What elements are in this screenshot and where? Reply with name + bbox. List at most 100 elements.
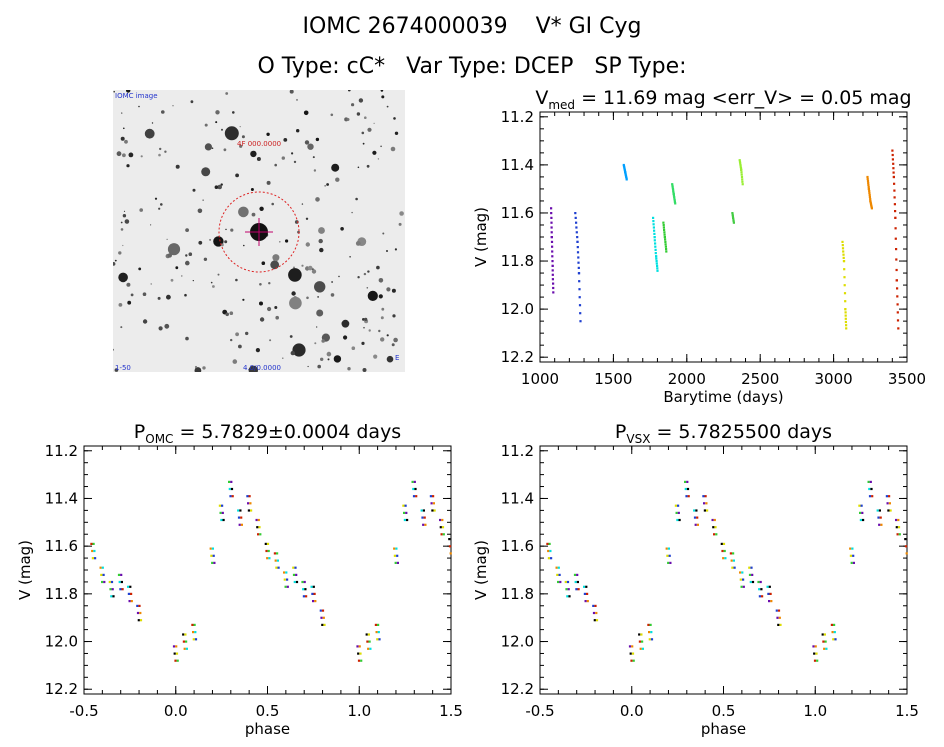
data-point (139, 619, 143, 622)
data-point (248, 495, 251, 498)
star (224, 240, 228, 244)
star (347, 367, 351, 371)
data-point (866, 177, 869, 181)
data-point (769, 592, 772, 595)
star (158, 207, 161, 210)
data-point (293, 580, 296, 584)
plot-phase_vsx: -0.5 0.0 0.5 1.0 1.5 11.2 11.4 11.6 11.8 12.0 12.2… (472, 421, 919, 738)
target-circle (218, 191, 300, 273)
data-point (577, 256, 580, 259)
data-point (631, 645, 634, 648)
star (259, 317, 265, 322)
star (381, 95, 385, 99)
data-point (551, 278, 554, 281)
star (122, 244, 124, 247)
x-tick-label: 0.0 (620, 702, 644, 720)
data-point (247, 502, 250, 505)
star (190, 100, 194, 104)
star (391, 288, 396, 293)
data-point (237, 516, 241, 519)
data-point (286, 578, 289, 581)
star (378, 294, 383, 299)
star (283, 138, 288, 142)
data-point (551, 250, 554, 253)
star (126, 282, 131, 287)
data-point (259, 533, 262, 536)
star (399, 211, 404, 216)
star (378, 329, 381, 333)
data-point (871, 495, 874, 498)
data-point (750, 566, 753, 569)
star (157, 296, 161, 300)
data-point (898, 533, 901, 536)
data-point (579, 320, 582, 323)
data-point (442, 533, 445, 536)
star (312, 156, 315, 159)
star (318, 227, 325, 234)
star (367, 290, 378, 301)
data-point (246, 495, 249, 498)
star (391, 343, 395, 347)
data-point (815, 652, 818, 655)
y-tick-label: 12.0 (45, 633, 78, 651)
data-point (577, 272, 581, 275)
data-point (905, 552, 908, 555)
data-point (321, 623, 324, 626)
data-point (218, 504, 221, 507)
star (118, 251, 122, 255)
data-point (549, 549, 552, 553)
data-point (686, 480, 689, 483)
data-point (684, 487, 687, 491)
data-point (741, 178, 744, 181)
star (367, 270, 370, 273)
star (261, 261, 266, 265)
data-point (647, 623, 650, 626)
data-point (892, 162, 895, 165)
data-point (285, 571, 288, 574)
data-point (566, 595, 569, 598)
star (367, 127, 372, 132)
plot-title: PVSX = 5.7825500 days (615, 421, 832, 446)
data-point (175, 652, 179, 655)
data-point (731, 215, 734, 218)
data-point (369, 647, 372, 650)
data-point (576, 246, 579, 249)
star (122, 153, 126, 158)
data-point (557, 580, 560, 584)
data-point (867, 181, 870, 185)
star (235, 173, 239, 178)
data-point (550, 231, 553, 234)
y-tick-label: 11.8 (45, 585, 78, 603)
star (291, 291, 296, 296)
star (150, 283, 152, 285)
data-point (896, 295, 899, 298)
data-point (221, 511, 224, 514)
data-point (305, 595, 308, 598)
data-point (376, 638, 379, 641)
data-point (867, 185, 870, 189)
data-point (832, 638, 835, 641)
star (259, 206, 264, 211)
star (271, 202, 274, 206)
data-point (111, 588, 114, 591)
star (306, 296, 309, 300)
data-point (896, 533, 899, 536)
data-point (664, 245, 667, 248)
x-tick-label: 2000 (668, 370, 706, 388)
data-point (892, 171, 895, 174)
data-point (687, 495, 690, 498)
data-point (174, 659, 177, 662)
data-point (638, 640, 641, 643)
data-point (249, 502, 252, 505)
star (230, 228, 234, 232)
data-point (556, 573, 559, 576)
data-point (231, 495, 234, 498)
data-point (584, 600, 587, 603)
data-point (650, 631, 653, 634)
data-point (406, 518, 409, 522)
data-point (656, 264, 659, 267)
star (317, 296, 319, 298)
data-point (671, 186, 674, 189)
data-point (830, 623, 833, 626)
data-point (585, 585, 588, 588)
